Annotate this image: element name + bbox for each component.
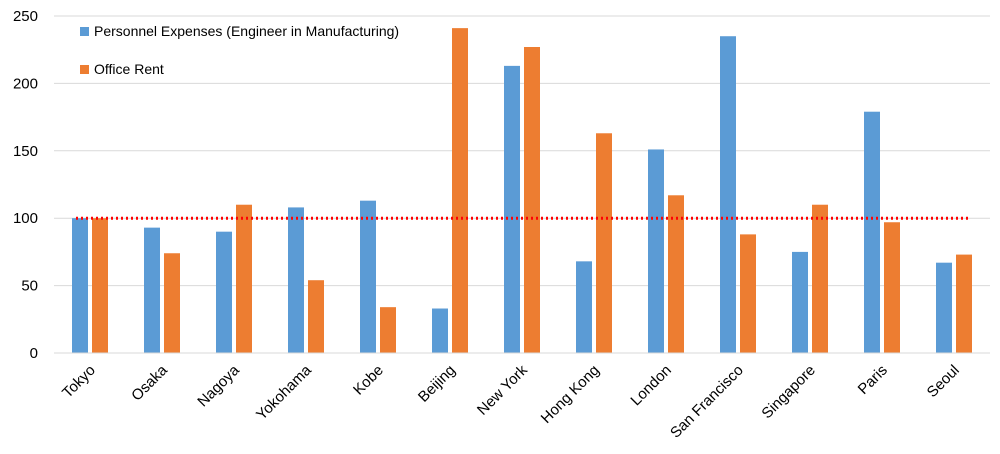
bar-personnel-tokyo <box>72 218 88 353</box>
y-axis: 0 50 100 150 200 250 <box>13 8 38 362</box>
bar-office-tokyo <box>92 218 108 353</box>
bar-personnel-london <box>648 149 664 353</box>
bar-office-beijing <box>452 28 468 354</box>
x-tick-label: San Francisco <box>667 362 747 442</box>
bar-office-singapore <box>812 204 828 353</box>
bar-office-san-francisco <box>740 234 756 353</box>
y-tick-label: 200 <box>13 75 38 92</box>
bar-personnel-hong-kong <box>576 261 592 353</box>
y-tick-label: 100 <box>13 210 38 227</box>
x-tick-label: Hong Kong <box>538 362 603 427</box>
x-tick-label: Osaka <box>128 361 171 404</box>
x-tick-label: London <box>627 362 674 409</box>
x-tick-label: Tokyo <box>59 362 99 402</box>
grid-lines <box>54 15 990 287</box>
bar-office-london <box>668 195 684 353</box>
bar-personnel-new-york <box>504 65 520 353</box>
bar-personnel-nagoya <box>216 231 232 353</box>
bar-office-nagoya <box>236 204 252 353</box>
y-tick-label: 250 <box>13 8 38 25</box>
bar-personnel-san-francisco <box>720 36 736 353</box>
bar-personnel-paris <box>864 111 880 353</box>
bars <box>72 28 972 354</box>
legend-swatch <box>80 27 89 36</box>
x-tick-label: Nagoya <box>194 361 243 410</box>
x-tick-label: Kobe <box>350 362 387 399</box>
x-axis: Tokyo Osaka Nagoya Yokohama Kobe Beijing New Y… <box>59 361 963 441</box>
bar-office-yokohama <box>308 280 324 353</box>
bar-personnel-singapore <box>792 251 808 353</box>
legend-label: Office Rent <box>94 61 164 77</box>
bar-office-osaka <box>164 253 180 353</box>
y-tick-label: 0 <box>30 345 38 362</box>
legend-label: Personnel Expenses (Engineer in Manufact… <box>94 23 399 39</box>
bar-office-kobe <box>380 307 396 353</box>
legend-swatch <box>80 65 89 74</box>
legend: Personnel Expenses (Engineer in Manufact… <box>80 23 399 77</box>
bar-personnel-seoul <box>936 262 952 353</box>
x-tick-label: Beijing <box>415 362 459 406</box>
bar-personnel-kobe <box>360 200 376 353</box>
bar-office-hong-kong <box>596 133 612 353</box>
bar-office-seoul <box>956 254 972 353</box>
x-tick-label: New York <box>474 361 531 418</box>
x-tick-label: Seoul <box>924 362 963 401</box>
y-tick-label: 150 <box>13 143 38 160</box>
bar-office-new-york <box>524 47 540 354</box>
x-tick-label: Singapore <box>758 362 818 422</box>
x-tick-label: Paris <box>855 362 891 398</box>
bar-personnel-beijing <box>432 308 448 353</box>
bar-personnel-yokohama <box>288 207 304 353</box>
x-tick-label: Yokohama <box>253 361 315 423</box>
bar-office-paris <box>884 222 900 353</box>
bar-personnel-osaka <box>144 227 160 353</box>
y-tick-label: 50 <box>21 278 38 295</box>
